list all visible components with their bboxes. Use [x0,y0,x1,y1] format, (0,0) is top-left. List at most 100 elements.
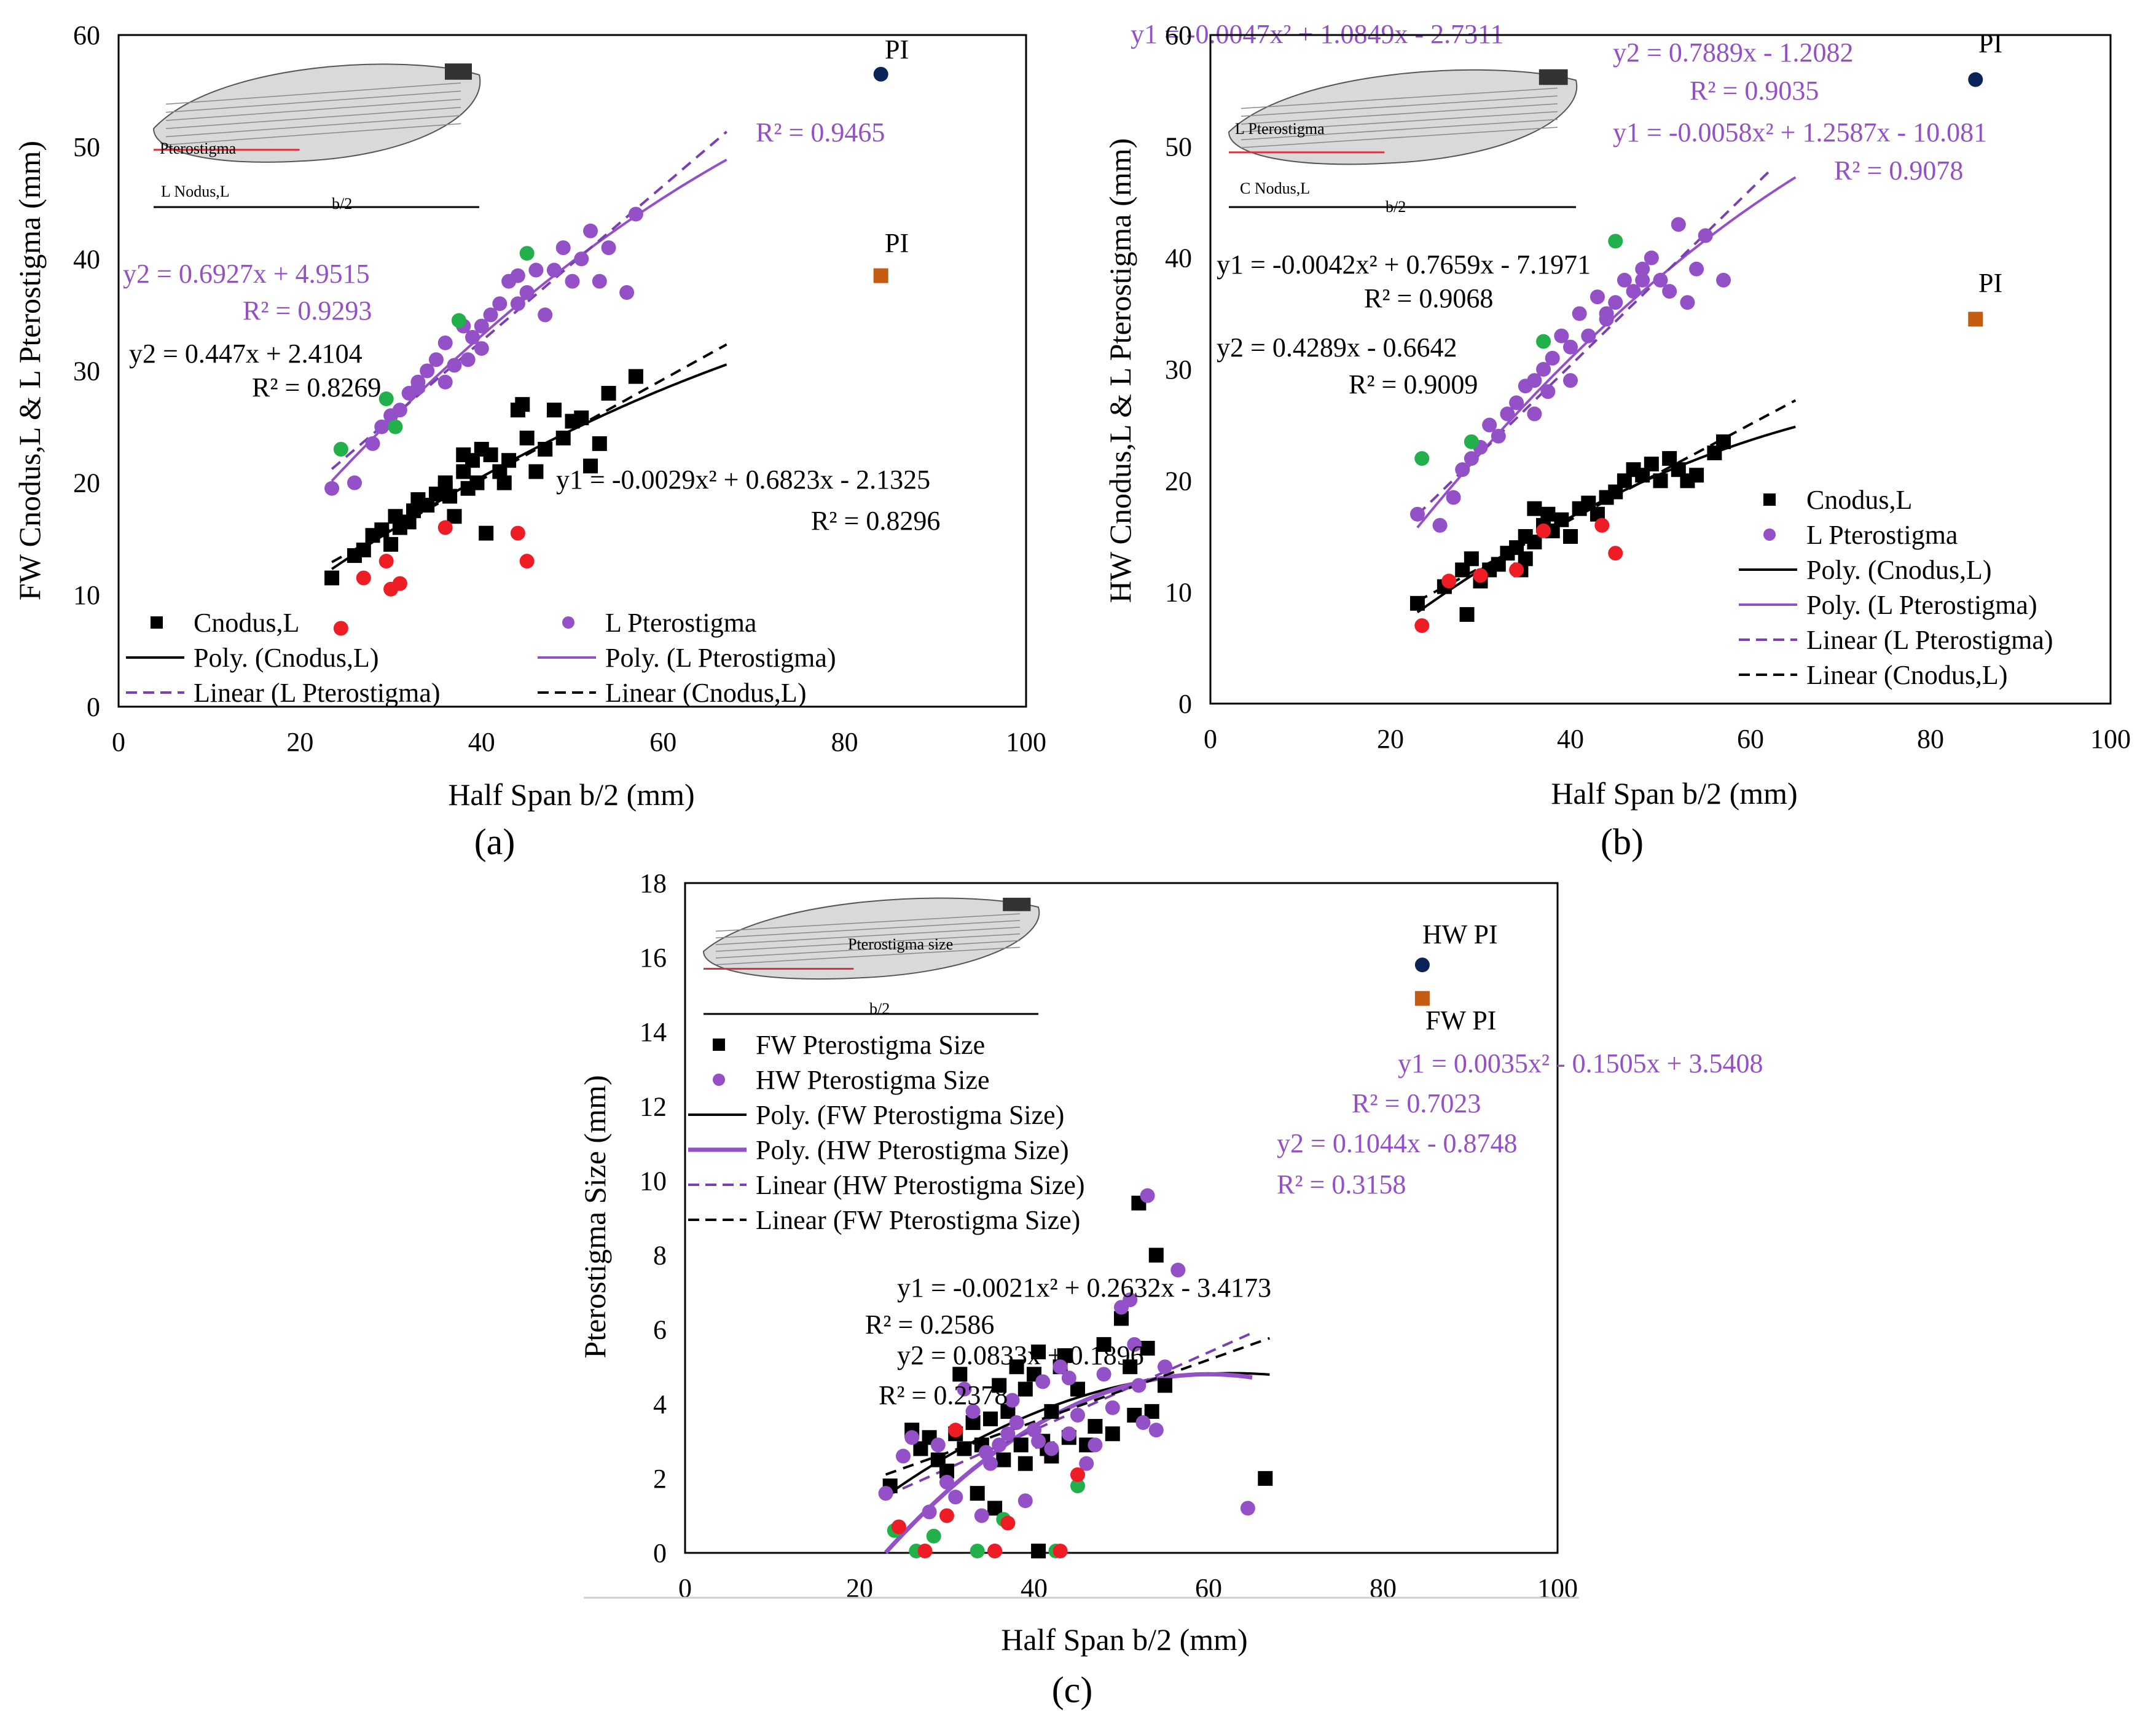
data-point [333,621,348,636]
data-point [965,1404,981,1419]
data-point [374,522,390,538]
data-point [974,1508,989,1523]
data-point [1240,1501,1255,1516]
data-point [1464,451,1479,466]
pterostigma-mark [1539,69,1568,85]
data-point [1031,1543,1046,1558]
legend-label: Poly. (L Pterostigma) [1806,590,2037,620]
data-point [510,525,525,541]
data-point [546,262,562,278]
y-tick-label: 60 [73,20,100,50]
fit-line-linear-l-pterostigma [331,130,727,470]
data-point [1653,272,1668,288]
data-point [1096,1337,1111,1352]
data-point [1491,428,1506,444]
x-axis-label: Half Span b/2 (mm) [448,777,694,812]
data-point [324,481,340,496]
data-point [1464,434,1479,449]
data-point [574,251,589,267]
data-point [1644,250,1659,265]
data-point [1170,1262,1186,1278]
x-tick-label: 40 [1021,1573,1048,1603]
data-point [565,273,580,289]
inset-label: b/2 [869,1000,890,1018]
legend-label: Linear (Cnodus,L) [605,678,806,708]
annotation-text: R² = 0.8269 [252,372,381,403]
data-point [1653,473,1668,489]
data-point [628,206,643,222]
data-point [1123,1292,1138,1308]
data-point [392,403,407,418]
data-point [1148,1247,1164,1263]
data-point [447,509,462,524]
series-hw-pi [1414,957,1430,973]
y-tick-label: 0 [1178,689,1192,719]
data-point [1013,1437,1029,1453]
panel-label: (b) [1601,822,1644,862]
y-tick-label: 40 [73,244,100,274]
data-point [1482,417,1497,433]
data-point [896,1448,911,1464]
legend-marker [1763,528,1776,541]
legend-marker [562,616,574,629]
wing-vein [1241,119,1558,141]
data-point [1590,289,1605,305]
y-tick-label: 8 [653,1241,667,1271]
y-axis-label: HW Cnodus,L & L Pterostigma (mm) [1103,138,1137,603]
data-point [1088,1419,1103,1434]
data-point [1009,1415,1024,1431]
annotation-text: R² = 0.2378 [879,1380,1008,1410]
data-point [383,536,399,552]
data-point [437,520,453,535]
y-tick-label: 2 [653,1464,667,1494]
pterostigma-mark [1003,897,1031,911]
data-point [469,475,485,490]
wing-vein [165,82,461,105]
wing-inset: L Pterostigma C Nodus,L b/2 [1228,69,1578,216]
data-point [1044,1441,1059,1456]
wing-vein [715,940,1021,959]
annotation-text: R² = 0.7023 [1352,1088,1481,1118]
x-tick-label: 40 [468,727,495,757]
panel-label: (a) [474,822,515,862]
fit-line-linear-cnodus-l [1416,399,1797,602]
annotation-text: PI [885,228,909,258]
annotation-text: y2 = 0.447x + 2.4104 [129,339,363,369]
legend-marker [151,616,163,629]
data-point [957,1441,972,1456]
data-point [1464,551,1479,567]
annotation-text: y1 = -0.0058x² + 1.2587x - 10.081 [1613,117,1987,147]
data-point [479,525,494,541]
legend-label: Linear (L Pterostigma) [194,678,441,708]
y-tick-label: 50 [1165,132,1192,162]
data-point [1123,1359,1138,1375]
x-tick-label: 0 [112,727,125,757]
data-point [1608,295,1623,310]
data-point [1572,306,1587,321]
legend-label: Linear (HW Pterostigma Size) [756,1170,1085,1200]
data-point [483,307,498,323]
x-tick-label: 80 [831,727,858,757]
series-hw-pterostigma-size [878,1188,1255,1558]
data-point [891,1519,906,1534]
data-point [1414,451,1430,466]
x-tick-label: 40 [1557,724,1584,754]
data-point [592,273,607,289]
legend-symbol [1763,493,1776,506]
data-point [1599,312,1614,327]
x-tick-label: 60 [1195,1573,1222,1603]
data-point [1626,284,1641,299]
inset-label: Pterostigma [160,139,237,157]
legend-label: Cnodus,L [194,608,299,638]
y-tick-label: 30 [1165,355,1192,385]
legend-label: Cnodus,L [1806,485,1912,515]
annotation-text: y2 = 0.1044x - 0.8748 [1277,1128,1517,1158]
data-point [1536,334,1551,349]
wing-shape [1228,69,1578,165]
data-point [939,1508,954,1523]
data-point [1689,261,1704,277]
annotation-text: y1 = 0.0035x² - 0.1505x + 3.5408 [1398,1048,1763,1078]
data-point [1608,234,1623,249]
wing-vein [715,913,1021,932]
legend-symbol [713,1074,725,1086]
